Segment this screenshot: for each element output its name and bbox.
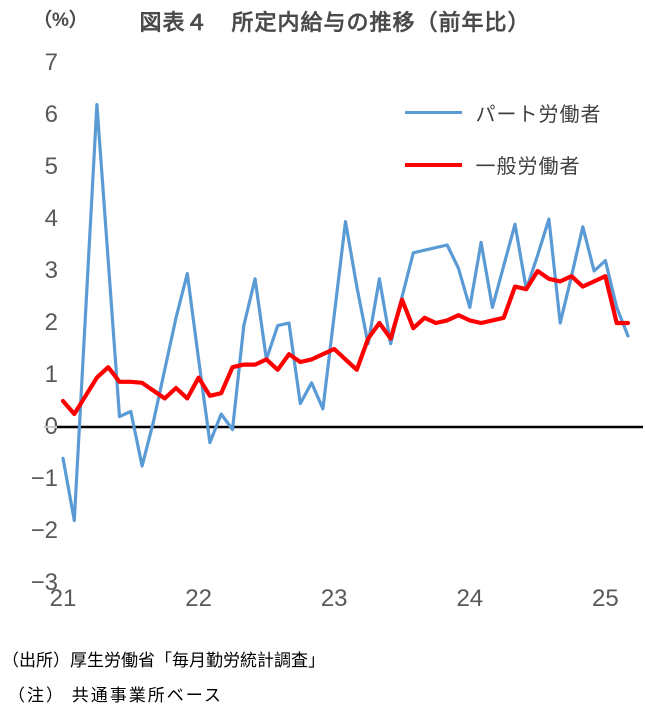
general-line-swatch [405, 162, 462, 167]
general-workers-line [60, 268, 631, 417]
y-axis-tick: 5 [44, 153, 58, 180]
y-axis-tick: 7 [44, 49, 58, 76]
part-time-workers-line [61, 102, 630, 523]
x-axis-tick: 25 [592, 585, 619, 612]
legend-item-part-time: パート労働者 [405, 98, 602, 126]
x-axis-tick: 22 [185, 585, 212, 612]
x-axis-tick: 21 [49, 585, 77, 612]
x-axis-tick: 23 [320, 585, 348, 612]
footnote: （注） 共通事業所ベース [8, 686, 223, 705]
chart-title: 図表４ 所定内給与の推移（前年比） [139, 10, 531, 35]
y-axis-tick: 2 [44, 309, 58, 336]
legend-item-general: 一般労働者 [405, 150, 581, 178]
source-note: （出所）厚生労働省「毎月勤労統計調査」 [2, 651, 325, 670]
part-time-line-swatch [405, 111, 462, 114]
y-axis-unit-label: （%） [33, 10, 88, 31]
y-axis-tick: −2 [30, 517, 58, 544]
y-axis-tick: 6 [44, 101, 58, 128]
y-axis-tick: 1 [44, 361, 58, 388]
y-axis-tick: −1 [30, 465, 58, 492]
legend-label-general: 一般労働者 [475, 156, 581, 178]
y-axis-tick: 4 [44, 205, 58, 232]
y-axis-tick: −3 [30, 569, 58, 596]
y-axis-tick: 3 [44, 257, 58, 284]
x-axis-tick: 24 [456, 585, 484, 612]
legend-label-part-time: パート労働者 [475, 104, 602, 126]
